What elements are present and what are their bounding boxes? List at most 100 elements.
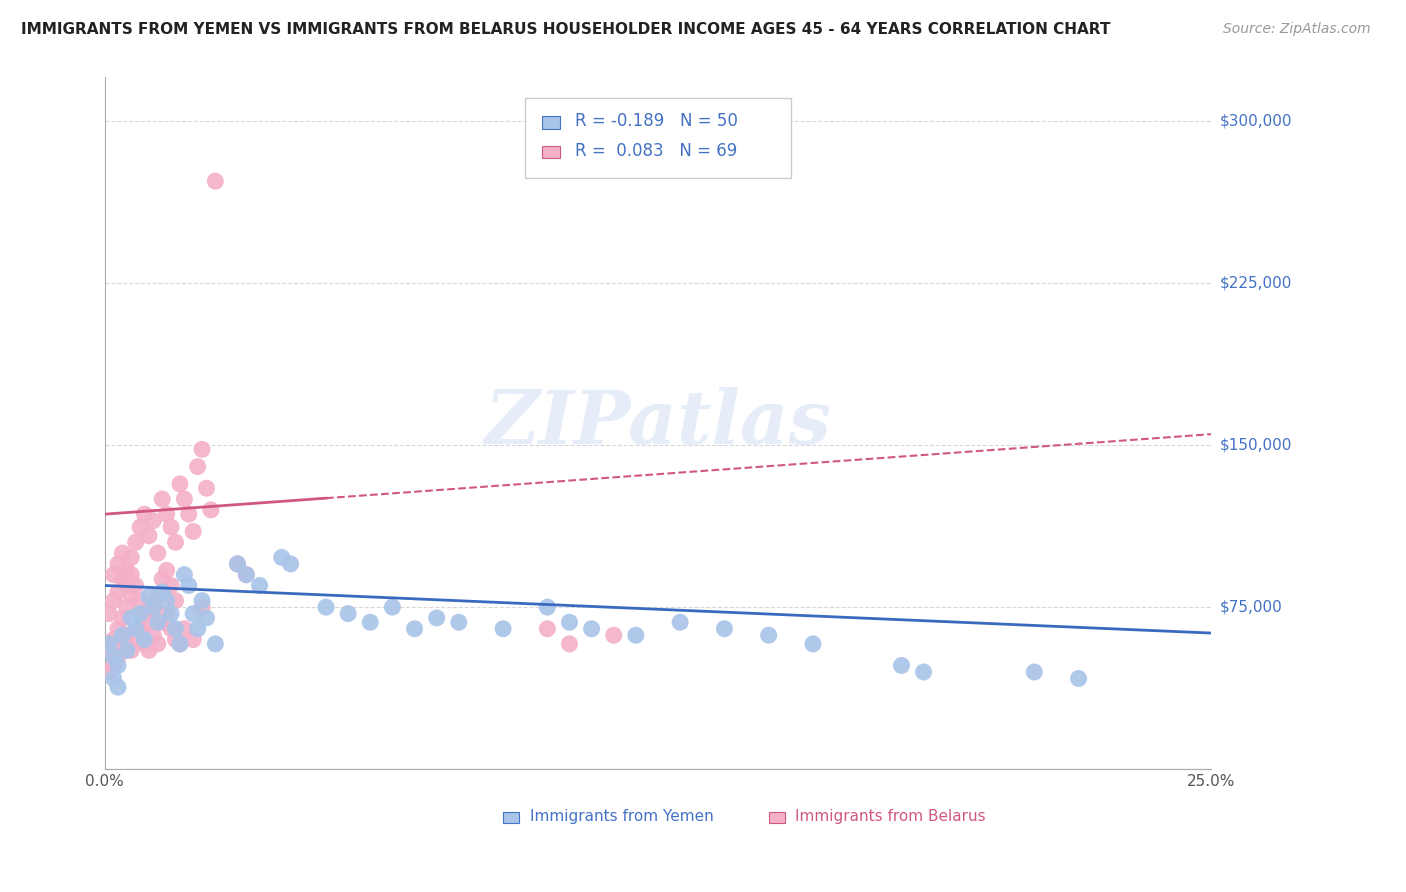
Point (204, 637, 226, 651)
Text: $225,000: $225,000 (1220, 276, 1292, 290)
Point (156, 507, 179, 521)
Point (447, 615, 470, 630)
Point (758, 628, 780, 642)
Point (187, 622, 209, 636)
Point (134, 607, 156, 621)
Point (138, 529, 160, 543)
Point (165, 622, 187, 636)
Text: R =  0.083   N = 69: R = 0.083 N = 69 (575, 142, 737, 160)
Point (381, 600, 404, 615)
Point (98, 665, 121, 679)
Point (181, 607, 204, 621)
Point (120, 550, 142, 565)
Point (200, 503, 222, 517)
Point (115, 578, 138, 592)
Point (120, 611, 142, 625)
Point (492, 622, 515, 636)
Point (120, 567, 142, 582)
Point (912, 665, 935, 679)
Point (280, 557, 302, 571)
Point (669, 615, 692, 630)
Point (195, 611, 218, 625)
Text: Immigrants from Belarus: Immigrants from Belarus (796, 809, 986, 824)
Point (103, 658, 125, 673)
Point (111, 572, 134, 586)
Point (107, 622, 129, 636)
Point (107, 557, 129, 571)
Point (134, 507, 156, 521)
Point (235, 567, 257, 582)
Point (150, 572, 173, 586)
Point (426, 611, 449, 625)
Point (115, 643, 138, 657)
FancyBboxPatch shape (541, 116, 560, 128)
Text: $150,000: $150,000 (1220, 437, 1292, 452)
Point (129, 607, 152, 621)
Point (181, 632, 204, 647)
Point (103, 567, 125, 582)
Point (138, 590, 160, 604)
Point (173, 567, 195, 582)
Point (581, 622, 603, 636)
Point (404, 622, 426, 636)
Point (146, 637, 169, 651)
Point (107, 658, 129, 673)
Point (191, 593, 214, 607)
Point (558, 615, 581, 630)
Point (156, 607, 179, 621)
Point (142, 628, 165, 642)
Point (129, 593, 152, 607)
Point (603, 628, 626, 642)
Point (146, 615, 169, 630)
Point (138, 615, 160, 630)
Point (191, 600, 214, 615)
Point (103, 649, 125, 664)
Point (103, 632, 125, 647)
Point (134, 632, 156, 647)
Point (107, 649, 129, 664)
Point (890, 658, 912, 673)
Point (156, 593, 179, 607)
Point (98, 643, 121, 657)
Point (177, 578, 200, 592)
Point (115, 600, 138, 615)
Point (103, 593, 125, 607)
Text: Immigrants from Yemen: Immigrants from Yemen (530, 809, 713, 824)
Point (150, 585, 173, 599)
Point (98, 637, 121, 651)
Point (156, 563, 179, 577)
Point (187, 459, 209, 474)
Point (169, 637, 191, 651)
Point (146, 590, 169, 604)
Point (165, 632, 187, 647)
Point (142, 514, 165, 528)
Point (160, 520, 183, 534)
Point (191, 442, 214, 457)
Point (115, 628, 138, 642)
Point (173, 622, 195, 636)
Point (134, 637, 156, 651)
Point (160, 622, 183, 636)
Point (124, 578, 146, 592)
Text: R = -0.189   N = 50: R = -0.189 N = 50 (575, 112, 738, 130)
Text: ZIPatlas: ZIPatlas (485, 387, 831, 459)
Point (98, 607, 121, 621)
Point (160, 578, 183, 592)
Point (150, 491, 173, 506)
Point (129, 622, 152, 636)
Point (129, 520, 152, 534)
Point (165, 593, 187, 607)
Point (270, 550, 292, 565)
Point (107, 680, 129, 694)
Point (536, 600, 558, 615)
FancyBboxPatch shape (769, 813, 785, 823)
Point (138, 643, 160, 657)
Point (177, 507, 200, 521)
FancyBboxPatch shape (526, 98, 790, 178)
Text: Source: ZipAtlas.com: Source: ZipAtlas.com (1223, 22, 1371, 37)
Point (1024, 665, 1046, 679)
Point (359, 615, 381, 630)
Point (536, 622, 558, 636)
Point (1067, 672, 1090, 686)
Point (173, 491, 195, 506)
